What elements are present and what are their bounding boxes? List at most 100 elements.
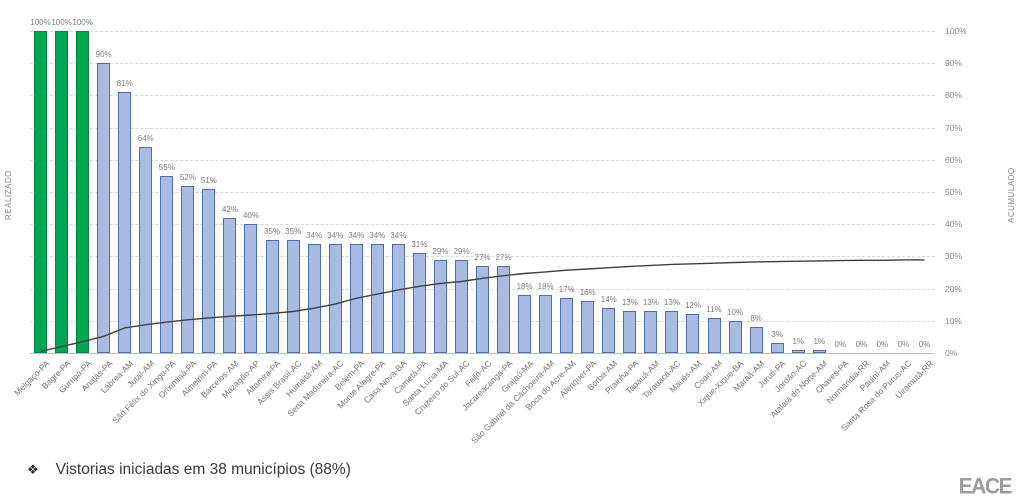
footer-note-row: ❖ Vistorias iniciadas em 38 municípios (… [27, 461, 351, 479]
bar [454, 259, 468, 353]
bar [665, 311, 679, 353]
bar-slot: 11% Coari-AM [692, 31, 725, 391]
bar-value-label: 100% [51, 18, 72, 27]
bar-value-label: 34% [369, 230, 386, 240]
bar [391, 243, 405, 353]
bar [433, 259, 447, 353]
bar [34, 31, 48, 353]
bar-slot: 34% Belém-PA [333, 31, 367, 392]
bar-value-label: 34% [306, 230, 323, 240]
bar-slot: 1% Atalaia do Norte-AM [768, 31, 830, 419]
bar [602, 307, 616, 353]
right-axis-title: ACUMULADO [1007, 167, 1016, 223]
bar [244, 224, 258, 353]
footer-note: Vistorias iniciadas em 38 municípios (88… [55, 461, 351, 478]
bar [539, 295, 553, 353]
bar-value-label: 18% [537, 282, 554, 292]
bar-value-label: 81% [116, 79, 133, 89]
bar-value-label: 34% [348, 230, 365, 240]
bar-value-label: 3% [771, 330, 783, 340]
bar [202, 188, 216, 353]
bar [181, 185, 195, 353]
right-axis-tick-label: 70% [945, 122, 963, 133]
bar [160, 175, 174, 353]
gridline [30, 127, 935, 129]
bar [770, 343, 784, 353]
right-axis-tick-label: 30% [945, 251, 963, 262]
bar-slot: 18% Grajaú-MA [499, 31, 535, 395]
bar-slot: 31% Cametá-PA [392, 31, 430, 396]
bar-value-label: 11% [706, 304, 722, 314]
bar-value-label: 34% [327, 230, 344, 240]
bar [560, 298, 574, 353]
bar [497, 266, 511, 353]
bar-slot: 55% São Félix do Xingu-PA [110, 31, 177, 425]
bar [76, 31, 90, 353]
bar-value-label: 0% [834, 340, 847, 349]
bar-value-label: 16% [579, 288, 596, 298]
bar-value-label: 29% [453, 246, 470, 256]
gridline [30, 224, 935, 226]
right-axis-tick-label: 40% [945, 219, 963, 230]
bar-slot: 13% Tarauacá-AC [640, 31, 682, 401]
bar-slot: 34% Humaitá-AM [284, 31, 325, 399]
bar [265, 240, 279, 353]
bar-value-label: 27% [495, 253, 512, 263]
bar-slot: 14% Borba-AM [585, 31, 619, 392]
bar-value-label: 55% [158, 162, 175, 172]
bar-value-label: 17% [558, 285, 575, 295]
bar-value-label: 34% [390, 230, 407, 240]
bar [644, 311, 658, 353]
bar-value-label: 1% [813, 336, 826, 346]
bar [286, 240, 300, 353]
bar-slot: 0% Pauini-AM [858, 31, 893, 394]
bar [707, 317, 721, 353]
bar [686, 314, 700, 353]
diamond-bullet-icon: ❖ [27, 462, 39, 477]
bar-slot: 100% Gurupá-PA [56, 19, 93, 395]
bar-series: 100% Melgaço-PA 100% Bagre-PA 100% Gurupá-PA 9… [12, 19, 935, 446]
bar-slot: 12% Maués-AM [667, 31, 703, 395]
bar-chart-plot-area: 100% Melgaço-PA 100% Bagre-PA 100% Gurupá-PA 9… [12, 19, 935, 446]
bar [412, 253, 426, 353]
right-axis-tick-label: 100% [945, 26, 967, 36]
bar [581, 301, 595, 353]
bar-value-label: 0% [918, 340, 931, 349]
bar-value-label: 35% [264, 227, 281, 237]
bar-slot: 27% Jacareacanga-PA [460, 31, 514, 413]
bar-value-label: 0% [876, 340, 889, 349]
bar-slot: 27% Feijó-AC [462, 31, 493, 389]
bar-slot: 29% Cruzeiro do Sul-AC [413, 31, 472, 417]
bar [55, 31, 69, 353]
bar-slot: 64% Jutaí-AM [125, 31, 156, 389]
gridline [30, 31, 935, 32]
bar-value-label: 29% [432, 246, 449, 256]
bar [118, 92, 132, 353]
bar-slot: 17% Boca do Acre-AM [523, 31, 577, 412]
bar-value-label: 35% [285, 227, 302, 237]
bar-slot: 42% Barcelos-AM [199, 31, 240, 400]
bar-slot: 0% Chaves-PA [814, 31, 851, 396]
bar-value-label: 8% [750, 314, 762, 324]
bar-value-label: 40% [242, 211, 259, 221]
bar-slot: 13% Tapauá-AM [623, 31, 661, 396]
bar-slot: 3% Juruti-PA [756, 31, 788, 390]
bar-slot: 18% São Gabriel da Cachoeira-AM [469, 31, 556, 446]
bar-value-label: 1% [792, 336, 804, 346]
bar-slot: 0% Santa Rosa do Purus-AC [839, 31, 914, 433]
bar-slot: 52% Oriximiná-PA [156, 31, 198, 400]
bar [518, 295, 532, 353]
right-axis-tick-label: 0% [945, 348, 958, 358]
bar [349, 243, 363, 353]
bar-value-label: 10% [727, 307, 744, 317]
bar-slot: 100% Melgaço-PA [12, 19, 51, 398]
bar-value-label: 42% [221, 204, 238, 214]
bar-slot: 100% Bagre-PA [39, 19, 72, 391]
right-axis-tick-label: 60% [945, 154, 963, 165]
bar [97, 63, 111, 353]
bar-slot: 90% Anajás-PA [79, 31, 114, 394]
gridline [30, 63, 935, 65]
right-axis-tick-label: 80% [945, 90, 963, 101]
bar-value-label: 100% [30, 18, 51, 27]
